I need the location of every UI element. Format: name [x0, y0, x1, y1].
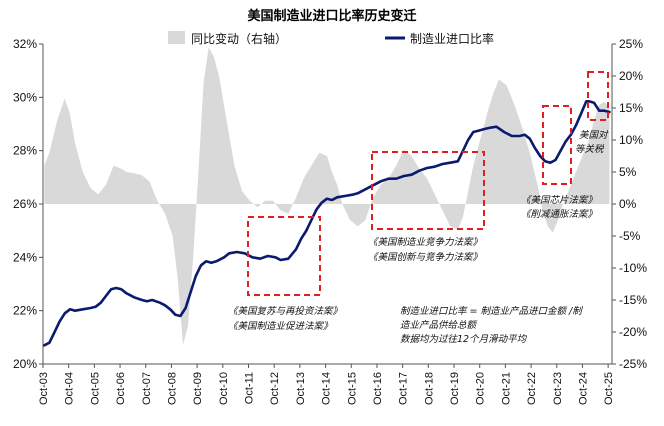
chart-title: 美国制造业进口比率历史变迁: [247, 8, 416, 24]
x-tick-label: Oct-03: [38, 372, 50, 405]
right-tick-label: 5%: [619, 165, 637, 179]
policy-box-arra: [247, 216, 321, 296]
left-tick-label: 20%: [13, 357, 37, 371]
x-tick-label: Oct-20: [475, 372, 487, 405]
x-tick-label: Oct-24: [577, 372, 589, 405]
note-line2: 造业产品供给总额: [400, 320, 478, 331]
left-tick-label: 24%: [13, 250, 37, 264]
right-tick-label: -25%: [619, 357, 647, 371]
note-line3: 数据均为过往12个月滑动平均: [400, 333, 528, 345]
right-tick-label: 0%: [619, 197, 637, 211]
x-tick-label: Oct-04: [64, 372, 76, 405]
policy-box-competitiveness: [371, 151, 485, 230]
yoy-area-layer: [44, 47, 610, 345]
right-tick-label: -5%: [619, 229, 641, 243]
left-tick-label: 32%: [13, 37, 37, 51]
x-tick-label: Oct-05: [89, 372, 101, 405]
left-tick-label: 28%: [13, 144, 37, 158]
x-tick-label: Oct-06: [115, 372, 127, 405]
policy-boxes: [247, 71, 609, 296]
annotation-chips-line2: 《削减通胀法案》: [521, 208, 597, 220]
policy-box-chips: [542, 105, 572, 185]
right-tick-label: 15%: [619, 101, 643, 115]
x-tick-label: Oct-19: [449, 372, 461, 405]
import-ratio-line: [42, 100, 611, 347]
right-tick-label: -10%: [619, 261, 647, 275]
annotation-tariff-line2: 等关税: [575, 143, 605, 155]
x-tick-label: Oct-22: [526, 372, 538, 405]
x-tick-label: Oct-21: [500, 372, 512, 405]
x-tick-label: Oct-07: [141, 372, 153, 405]
annotation-tariff-line1: 美国对: [579, 129, 609, 141]
annotations: 《美国复苏与再投资法案》 《美国制造业促进法案》 《美国制造业竞争力法案》 《美…: [228, 129, 609, 345]
annotation-competitiveness-line1: 《美国制造业竞争力法案》: [368, 236, 482, 248]
legend-label-area: 同比变动（右轴）: [191, 31, 287, 46]
x-tick-label: Oct-14: [321, 372, 333, 405]
x-tick-label: Oct-12: [269, 372, 281, 405]
right-tick-label: 25%: [619, 37, 643, 51]
policy-box-tariff: [587, 71, 609, 121]
note-line1: 制造业进口比率 = 制造业产品进口金额 /制: [400, 305, 583, 317]
x-tick-label: Oct-09: [192, 372, 204, 405]
legend-label-line: 制造业进口比率: [410, 31, 494, 46]
annotation-competitiveness-line2: 《美国创新与竞争力法案》: [368, 251, 482, 263]
legend-swatch-area: [168, 31, 185, 44]
left-tick-label: 30%: [13, 90, 37, 104]
right-tick-label: 20%: [619, 69, 643, 83]
annotation-chips-line1: 《美国芯片法案》: [521, 194, 597, 206]
axes-layer: 20% 22% 24% 26% 28% 30% 32% -25% -20% -15% -10% -5%…: [13, 37, 647, 405]
x-tick-label: Oct-11: [244, 372, 256, 404]
yoy-change-area: [44, 47, 610, 345]
x-tick-label: Oct-10: [218, 372, 230, 405]
right-tick-label: -20%: [619, 325, 647, 339]
legend: 同比变动（右轴） 制造业进口比率: [168, 31, 494, 46]
x-tick-label: Oct-15: [346, 372, 358, 405]
left-tick-label: 22%: [13, 304, 37, 318]
annotation-arra-line1: 《美国复苏与再投资法案》: [228, 305, 342, 317]
right-tick-label: 10%: [619, 133, 643, 147]
x-tick-label: Oct-17: [398, 372, 410, 405]
annotation-arra-line2: 《美国制造业促进法案》: [228, 320, 333, 332]
right-tick-label: -15%: [619, 293, 647, 307]
x-tick-label: Oct-13: [295, 372, 307, 405]
x-tick-label: Oct-25: [603, 372, 615, 405]
x-tick-label: Oct-08: [166, 372, 178, 405]
import-ratio-line-layer: [42, 100, 611, 347]
x-tick-label: Oct-23: [552, 372, 564, 405]
left-tick-label: 26%: [13, 197, 37, 211]
x-tick-label: Oct-18: [423, 372, 435, 405]
x-tick-label: Oct-16: [372, 372, 384, 405]
